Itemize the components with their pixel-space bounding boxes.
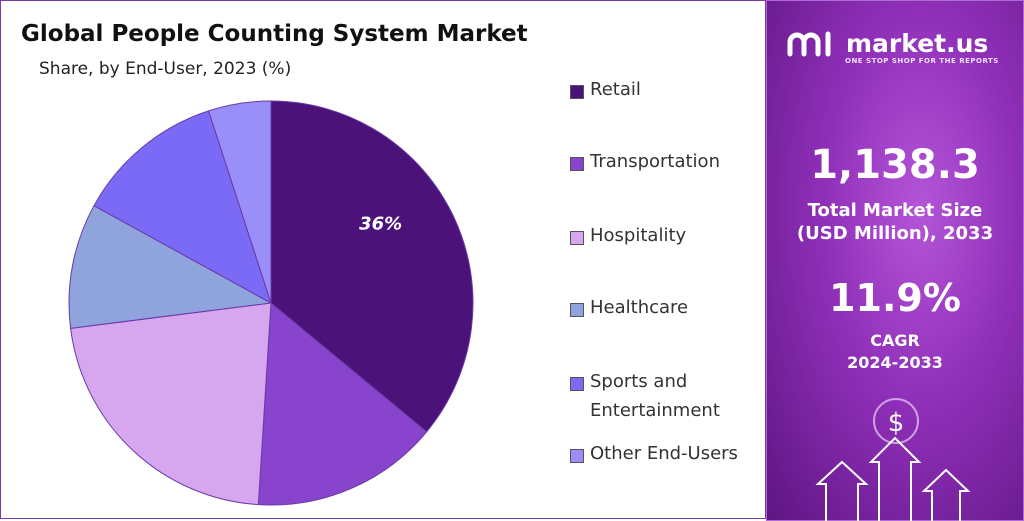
legend-label: Hospitality — [590, 225, 687, 246]
legend-swatch — [570, 303, 584, 317]
chart-title: Global People Counting System Market — [21, 21, 528, 47]
cagr-value: 11.9% — [829, 276, 961, 320]
legend-item: Hospitality — [570, 225, 686, 250]
legend-item: Other End-Users — [570, 443, 738, 468]
summary-panel: market.us ONE STOP SHOP FOR THE REPORTS … — [766, 0, 1024, 521]
market-size-label-line1: Total Market Size — [807, 200, 983, 221]
pie-slice-retail — [270, 100, 474, 433]
pie-slice-sports-and-entertainment — [93, 110, 272, 305]
market-us-logo-icon — [787, 31, 831, 57]
market-size-value: 1,138.3 — [810, 142, 980, 188]
chart-panel: Global People Counting System Market Sha… — [0, 0, 766, 519]
pie-slice-transportation — [257, 301, 428, 506]
brand-name: market.us — [846, 28, 989, 58]
brand-tagline: ONE STOP SHOP FOR THE REPORTS — [845, 57, 999, 65]
cagr-label: CAGR — [870, 331, 920, 350]
legend-item: Transportation — [570, 151, 720, 176]
pie-slice-hospitality — [70, 302, 272, 506]
legend-swatch — [570, 85, 584, 99]
legend-item: Sports and Entertainment — [570, 371, 760, 425]
cagr-period: 2024-2033 — [847, 353, 943, 372]
pie-chart: 36% — [68, 100, 474, 506]
legend-swatch — [570, 377, 584, 391]
legend-swatch — [570, 157, 584, 171]
legend-label: Other End-Users — [590, 443, 738, 464]
legend-swatch — [570, 231, 584, 245]
dollar-sign-icon: $ — [888, 408, 905, 438]
legend-label: Sports and Entertainment — [590, 371, 720, 421]
pie-slice-healthcare — [68, 205, 273, 329]
pie-slice-other-end-users — [207, 100, 272, 304]
legend-label: Healthcare — [590, 297, 689, 318]
brand-logo: market.us — [786, 28, 988, 58]
legend-swatch — [570, 449, 584, 463]
chart-subtitle: Share, by End-User, 2023 (%) — [39, 59, 292, 79]
market-size-label-line2: (USD Million), 2033 — [796, 223, 994, 244]
growth-arrows-icon: $ — [815, 398, 971, 521]
legend-label: Transportation — [590, 151, 720, 172]
legend-item: Healthcare — [570, 297, 688, 322]
legend-label: Retail — [590, 79, 641, 100]
legend-item: Retail — [570, 79, 641, 104]
pie-data-label: 36% — [359, 213, 402, 234]
